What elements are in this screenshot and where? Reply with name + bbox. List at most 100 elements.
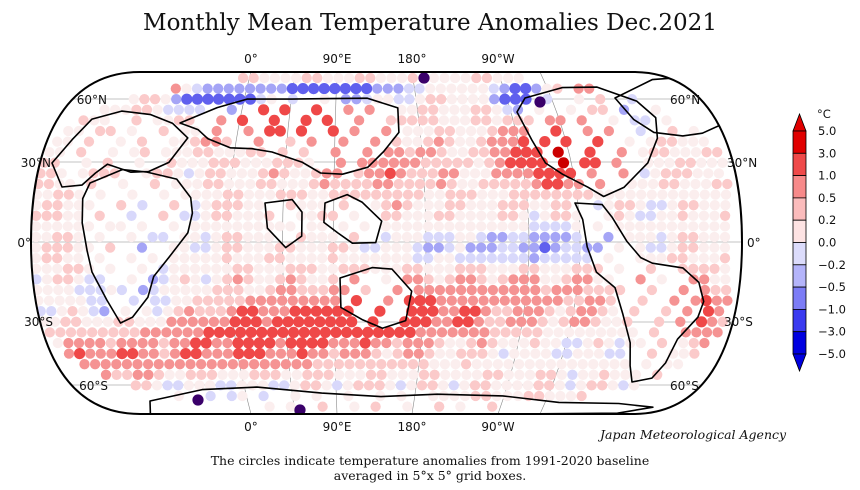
anomaly-circle xyxy=(465,274,477,285)
anomaly-circle xyxy=(571,274,583,285)
anomaly-circle xyxy=(258,104,270,116)
anomaly-circle xyxy=(169,284,181,296)
anomaly-circle xyxy=(688,242,699,253)
anomaly-circle xyxy=(73,200,84,211)
anomaly-circle xyxy=(247,168,258,179)
anomaly-circle xyxy=(264,337,276,349)
anomaly-circle xyxy=(380,231,391,243)
anomaly-circle xyxy=(194,306,205,317)
anomaly-circle xyxy=(433,210,445,221)
anomaly-circle xyxy=(508,274,519,285)
anomaly-circle xyxy=(599,369,610,380)
anomaly-circle xyxy=(106,284,117,296)
anomaly-circle xyxy=(129,147,140,158)
anomaly-circle xyxy=(667,189,679,200)
anomaly-circle xyxy=(349,125,360,137)
anomaly-circle xyxy=(586,306,598,317)
anomaly-circle xyxy=(688,263,699,274)
anomaly-circle xyxy=(452,316,464,328)
anomaly-circle xyxy=(429,359,440,370)
anomaly-circle xyxy=(512,306,523,317)
anomaly-circle xyxy=(582,263,593,274)
anomaly-circle xyxy=(371,348,382,359)
anomaly-circle xyxy=(318,83,330,95)
anomaly-circle xyxy=(392,348,403,359)
anomaly-circle xyxy=(712,147,723,158)
anomaly-circle xyxy=(213,93,225,105)
anomaly-circle xyxy=(253,242,264,253)
anomaly-circle xyxy=(163,104,174,115)
anomaly-circle xyxy=(234,295,245,306)
anomaly-circle xyxy=(317,210,328,221)
anomaly-circle xyxy=(696,157,707,168)
anomaly-circle xyxy=(457,178,468,190)
anomaly-circle xyxy=(465,210,476,221)
anomaly-circle xyxy=(65,327,77,338)
anomaly-circle xyxy=(401,210,413,221)
anomaly-circle xyxy=(152,306,163,317)
anomaly-circle xyxy=(317,337,329,349)
anomaly-circle xyxy=(196,369,207,380)
anomaly-circle xyxy=(384,167,396,179)
anomaly-circle xyxy=(406,115,418,126)
anomaly-circle xyxy=(680,327,691,338)
anomaly-circle xyxy=(338,242,349,253)
anomaly-circle xyxy=(656,274,667,285)
anomaly-circle xyxy=(136,221,148,232)
anomaly-circle xyxy=(447,147,458,158)
anomaly-circle xyxy=(635,337,646,349)
anomaly-circle xyxy=(590,316,601,327)
anomaly-circle xyxy=(465,136,476,147)
colorbar-segment xyxy=(792,331,807,355)
anomaly-circle xyxy=(183,168,195,179)
anomaly-circle xyxy=(243,189,255,200)
anomaly-circle xyxy=(719,221,731,232)
anomaly-circle xyxy=(476,221,487,232)
anomaly-circle xyxy=(160,94,171,105)
anomaly-circle xyxy=(328,189,339,200)
anomaly-circle xyxy=(444,253,455,264)
anomaly-circle xyxy=(175,369,186,380)
anomaly-circle xyxy=(588,369,599,380)
anomaly-circle xyxy=(95,189,106,200)
anomaly-circle xyxy=(722,178,733,190)
anomaly-circle xyxy=(690,178,701,190)
anomaly-circle xyxy=(678,337,689,349)
anomaly-circle xyxy=(261,316,273,327)
coastline xyxy=(339,266,413,329)
anomaly-circle xyxy=(698,242,709,253)
anomaly-circle xyxy=(308,178,320,190)
anomaly-circle xyxy=(395,168,407,179)
anomaly-circles xyxy=(31,72,733,414)
graticule-meridian xyxy=(411,72,427,414)
anomaly-circle xyxy=(242,253,254,264)
anomaly-circle xyxy=(465,200,477,211)
anomaly-circle xyxy=(427,168,438,179)
anomaly-circle xyxy=(234,83,245,94)
anomaly-circle xyxy=(221,210,233,221)
anomaly-circle xyxy=(635,200,646,211)
anomaly-circle xyxy=(171,94,182,105)
anomaly-circle xyxy=(31,210,42,221)
anomaly-circle xyxy=(189,136,201,147)
anomaly-circle xyxy=(597,380,608,391)
anomaly-circle xyxy=(322,72,334,84)
anomaly-circle xyxy=(349,274,360,285)
anomaly-circle xyxy=(533,167,545,179)
anomaly-circle xyxy=(189,231,201,243)
anomaly-circle xyxy=(63,189,74,200)
anomaly-circle xyxy=(279,168,290,179)
anomaly-circle xyxy=(136,263,148,274)
anomaly-circle xyxy=(140,327,151,338)
anomaly-circle xyxy=(579,157,591,169)
anomaly-circle xyxy=(351,326,363,338)
anomaly-circle xyxy=(508,125,519,137)
anomaly-circle xyxy=(363,380,375,391)
anomaly-circle xyxy=(624,200,636,211)
coastline xyxy=(516,86,659,198)
anomaly-circle xyxy=(327,210,339,221)
anomaly-circle xyxy=(131,115,142,126)
anomaly-circle xyxy=(566,359,578,370)
anomaly-circle xyxy=(202,93,214,105)
anomaly-circle xyxy=(222,348,234,359)
